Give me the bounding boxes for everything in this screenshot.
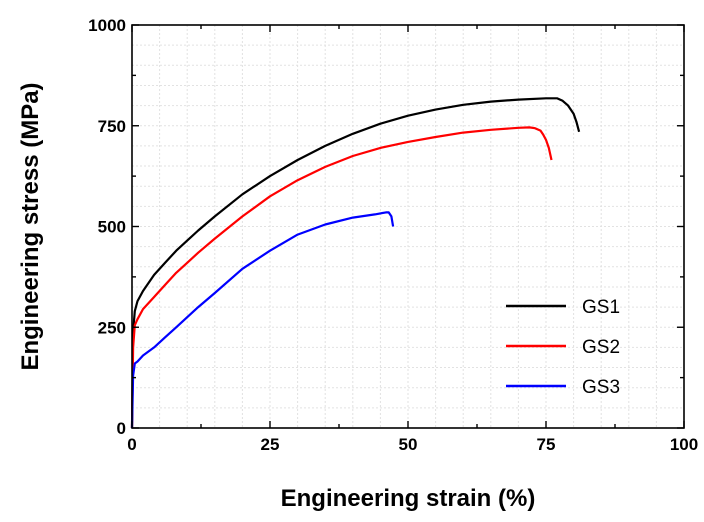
- x-tick-label: 100: [670, 435, 698, 454]
- x-tick-label: 50: [399, 435, 418, 454]
- y-tick-label: 500: [98, 218, 126, 237]
- y-axis-title: Engineering stress (MPa): [17, 82, 44, 370]
- y-tick-label: 0: [117, 419, 126, 438]
- series-lines: [130, 97, 581, 429]
- legend-label-gs2: GS2: [582, 337, 620, 358]
- y-tick-label: 750: [98, 117, 126, 136]
- grid-lines: [132, 25, 684, 428]
- legend-label-gs1: GS1: [582, 297, 620, 318]
- x-tick-label: 75: [537, 435, 556, 454]
- series-line-gs2: [130, 126, 553, 429]
- y-tick-label: 250: [98, 318, 126, 337]
- x-tick-label: 25: [261, 435, 280, 454]
- legend: GS1 GS2 GS3: [506, 297, 620, 398]
- series-line-gs3: [130, 211, 395, 429]
- x-tick-label: 0: [127, 435, 136, 454]
- series-line-gs1: [130, 97, 581, 429]
- y-tick-label: 1000: [88, 16, 126, 35]
- x-axis-title: Engineering strain (%): [281, 485, 536, 512]
- legend-label-gs3: GS3: [582, 377, 620, 398]
